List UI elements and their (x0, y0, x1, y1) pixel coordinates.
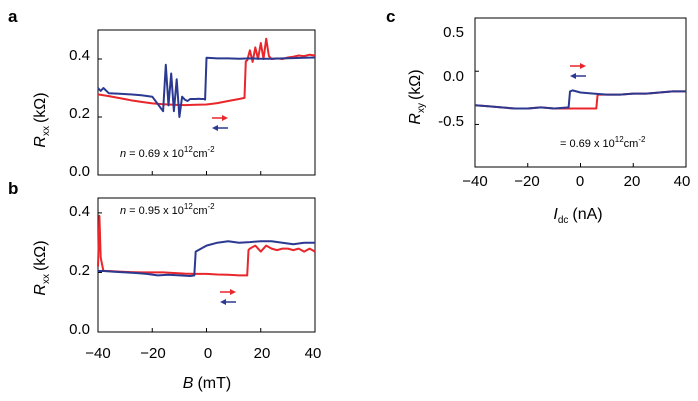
x-tick-label: 40 (674, 173, 691, 190)
backward-arrow-head (570, 73, 576, 79)
series-line-backward (474, 89, 686, 110)
plot-area-a (97, 29, 316, 176)
x-tick-label: 40 (305, 345, 322, 362)
backward-arrow-head (220, 299, 226, 305)
y-tick-label: 0.4 (69, 203, 90, 220)
x-tick-label: 0 (576, 173, 584, 190)
x-tick-label: −40 (85, 345, 110, 362)
panel-b: b Rxx(kΩ) 0.4 0.2 0.0 −40 −20 0 20 40 B(… (8, 179, 321, 392)
plot-area-c (474, 17, 687, 168)
panel-label-b: b (8, 179, 18, 198)
y-tick-label: 0.0 (69, 163, 90, 180)
y-tick-label: 0.4 (69, 47, 90, 64)
series-line-backward (97, 56, 316, 118)
density-annotation-a: n = 0.69 x 1012cm-2 (120, 145, 215, 160)
y-tick-label: -0.5 (438, 113, 464, 130)
x-tick-label: 0 (204, 345, 212, 362)
y-axis-label-c: Rxy(kΩ) (407, 69, 427, 124)
plot-frame (97, 197, 316, 333)
y-tick-label: 0.5 (443, 24, 464, 41)
forward-arrow-head (222, 115, 228, 121)
x-axis-label-c: Idc (nA) (553, 206, 602, 226)
forward-arrow-head (230, 289, 236, 295)
series-line-backward (98, 240, 315, 277)
series-line-forward (474, 90, 686, 110)
y-tick-label: 0.2 (69, 262, 90, 279)
y-tick-label: 0.0 (69, 321, 90, 338)
density-annotation-b: n = 0.95 x 1012cm-2 (120, 202, 215, 217)
x-tick-label: −20 (140, 345, 165, 362)
x-tick-label: 20 (254, 345, 271, 362)
x-tick-label: −20 (514, 173, 539, 190)
y-tick-label: 0.2 (69, 105, 90, 122)
y-tick-label: 0.0 (443, 68, 464, 85)
panel-label-a: a (8, 7, 18, 26)
plot-area-b (97, 197, 316, 333)
panel-label-c: c (386, 7, 395, 26)
panel-c: c Rxy(kΩ) 0.5 0.0 -0.5 −40 −20 0 20 40 I… (386, 7, 690, 226)
x-tick-label: 20 (624, 173, 641, 190)
y-axis-label-a: Rxx(kΩ) (32, 92, 52, 147)
y-axis-label-b: Rxx(kΩ) (32, 240, 52, 295)
x-axis-label-b: B (mT) (183, 375, 231, 392)
forward-arrow-head (580, 63, 586, 69)
panel-a: a Rxx(kΩ) 0.4 0.2 0.0 n = 0.69 x 1012cm-… (8, 7, 316, 180)
density-annotation-c: = 0.69 x 1012cm-2 (560, 135, 646, 150)
x-tick-label: −40 (462, 173, 487, 190)
backward-arrow-head (212, 125, 218, 131)
